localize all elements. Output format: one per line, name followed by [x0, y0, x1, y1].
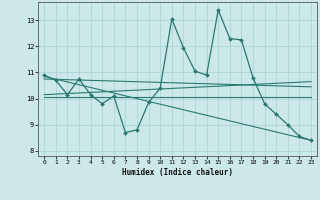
- X-axis label: Humidex (Indice chaleur): Humidex (Indice chaleur): [122, 168, 233, 177]
